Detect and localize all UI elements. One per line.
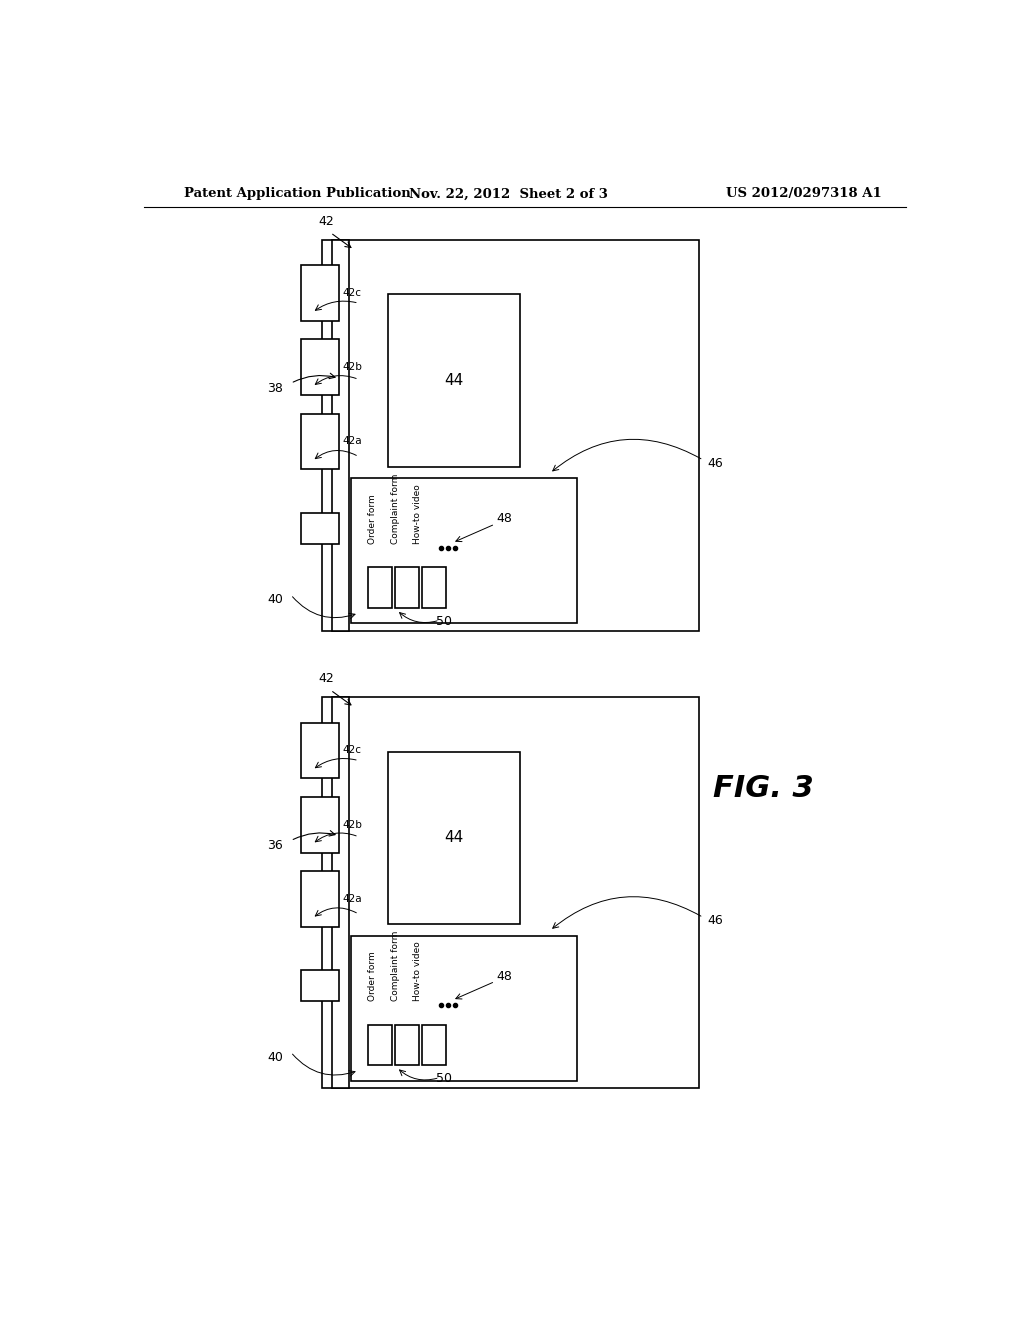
Bar bbox=[301, 722, 339, 779]
Bar bbox=[350, 936, 577, 1081]
Bar bbox=[422, 568, 445, 609]
Bar bbox=[301, 413, 339, 470]
Text: 36: 36 bbox=[267, 840, 283, 853]
Text: 42a: 42a bbox=[343, 437, 362, 446]
Bar bbox=[323, 697, 699, 1089]
Text: Nov. 22, 2012  Sheet 2 of 3: Nov. 22, 2012 Sheet 2 of 3 bbox=[410, 187, 608, 201]
Text: 50: 50 bbox=[435, 1072, 452, 1085]
Bar bbox=[301, 797, 339, 853]
Bar bbox=[332, 697, 349, 1089]
Text: Complaint form: Complaint form bbox=[390, 931, 399, 1001]
Bar bbox=[388, 294, 520, 467]
Bar bbox=[388, 752, 520, 924]
Bar bbox=[369, 568, 392, 609]
Bar bbox=[301, 339, 339, 395]
Text: How-to video: How-to video bbox=[413, 941, 422, 1001]
Bar bbox=[301, 970, 339, 1001]
Text: FIG. 3: FIG. 3 bbox=[713, 774, 813, 803]
Text: 44: 44 bbox=[444, 374, 464, 388]
Bar bbox=[323, 240, 699, 631]
Text: 42b: 42b bbox=[343, 820, 362, 830]
Text: Patent Application Publication: Patent Application Publication bbox=[183, 187, 411, 201]
Text: How-to video: How-to video bbox=[413, 484, 422, 544]
Bar bbox=[395, 568, 419, 609]
Bar bbox=[301, 265, 339, 321]
Text: 42b: 42b bbox=[343, 362, 362, 372]
Bar bbox=[301, 513, 339, 544]
Text: US 2012/0297318 A1: US 2012/0297318 A1 bbox=[726, 187, 882, 201]
Text: 46: 46 bbox=[708, 457, 723, 470]
Bar bbox=[369, 1024, 392, 1065]
Text: 42c: 42c bbox=[343, 288, 361, 298]
Text: 42: 42 bbox=[318, 672, 334, 685]
Text: 42c: 42c bbox=[343, 746, 361, 755]
Text: Order form: Order form bbox=[369, 494, 378, 544]
Text: 40: 40 bbox=[267, 593, 283, 606]
Text: 46: 46 bbox=[708, 913, 723, 927]
Bar bbox=[332, 240, 349, 631]
Text: 42a: 42a bbox=[343, 894, 362, 904]
Text: Order form: Order form bbox=[369, 952, 378, 1001]
Text: 40: 40 bbox=[267, 1051, 283, 1064]
Text: Complaint form: Complaint form bbox=[390, 473, 399, 544]
Text: 44: 44 bbox=[444, 830, 464, 846]
Bar bbox=[350, 478, 577, 623]
Text: 48: 48 bbox=[497, 512, 513, 525]
Text: 50: 50 bbox=[435, 615, 452, 628]
Bar bbox=[422, 1024, 445, 1065]
Text: 48: 48 bbox=[497, 970, 513, 983]
Bar bbox=[301, 871, 339, 927]
Text: 42: 42 bbox=[318, 215, 334, 227]
Text: 38: 38 bbox=[267, 381, 283, 395]
Bar bbox=[395, 1024, 419, 1065]
